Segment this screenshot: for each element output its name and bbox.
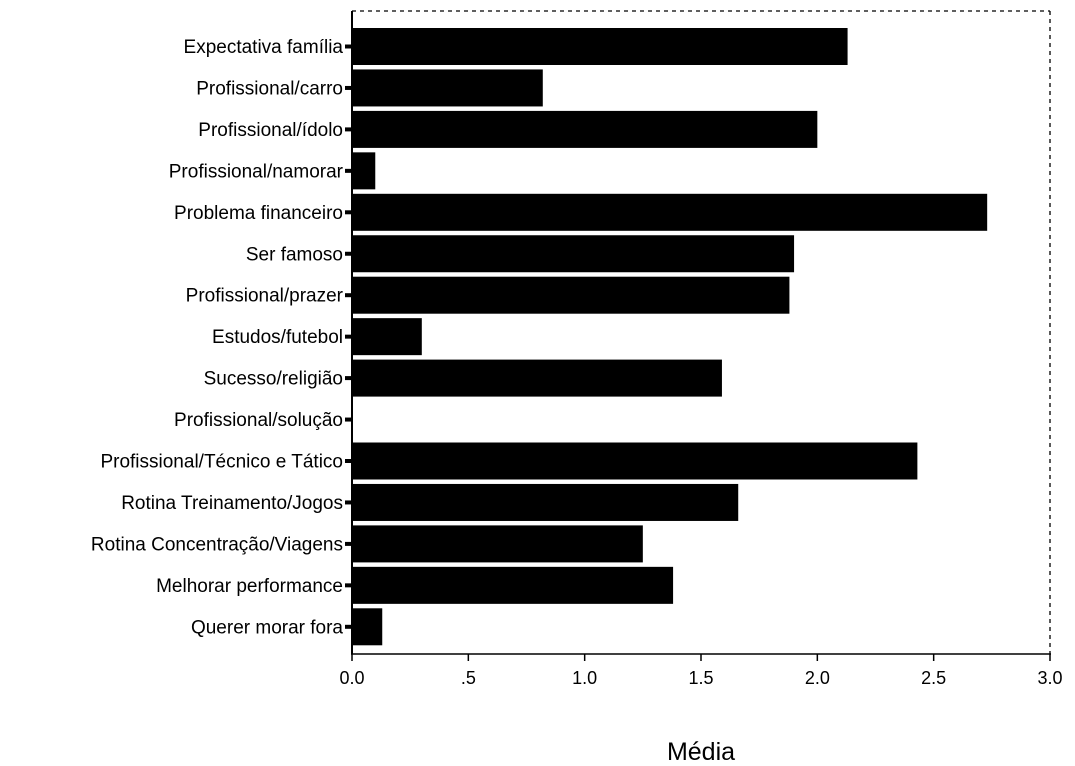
y-tick-mark: [345, 376, 352, 381]
y-tick-mark: [345, 500, 352, 505]
y-tick-mark: [345, 541, 352, 546]
y-tick-mark: [345, 210, 352, 215]
y-tick-mark: [345, 334, 352, 339]
x-axis: 0.0 .5 1.0 1.5 2.0 2.5 3.0: [339, 653, 1063, 688]
category-label: Profissional/namorar: [169, 161, 344, 182]
category-label: Melhorar performance: [156, 576, 343, 597]
y-tick-mark: [345, 293, 352, 298]
category-label: Querer morar fora: [191, 617, 343, 638]
bar: [352, 483, 739, 521]
bar: [352, 276, 790, 314]
x-tick-label: 3.0: [1037, 668, 1062, 688]
category-label: Expectativa família: [184, 37, 344, 58]
bar: [352, 152, 376, 190]
category-label: Profissional/solução: [174, 410, 343, 431]
y-tick-mark: [345, 44, 352, 49]
x-tick-label: .5: [461, 668, 476, 688]
category-label: Profissional/Técnico e Tático: [100, 452, 343, 473]
bars: [352, 28, 988, 646]
category-label: Rotina Treinamento/Jogos: [121, 493, 343, 514]
y-tick-mark: [345, 624, 352, 629]
y-tick-mark: [345, 85, 352, 90]
y-tick-mark: [345, 168, 352, 173]
x-tick-label: 1.5: [688, 668, 713, 688]
x-tick-label: 0.0: [339, 668, 364, 688]
bar: [352, 69, 543, 107]
y-tick-mark: [345, 251, 352, 256]
category-label: Profissional/ídolo: [198, 120, 343, 141]
bar: [352, 193, 988, 231]
y-tick-mark: [345, 459, 352, 463]
category-label: Problema financeiro: [174, 203, 343, 224]
bar: [352, 442, 918, 480]
bar: [352, 318, 422, 356]
category-label: Ser famoso: [246, 244, 343, 265]
bar: [352, 235, 795, 273]
x-tick-label: 2.0: [805, 668, 830, 688]
x-axis-title: Média: [667, 738, 735, 766]
y-tick-mark: [345, 127, 352, 132]
y-tick-mark: [345, 583, 352, 588]
category-label: Profissional/prazer: [186, 286, 344, 307]
y-axis: Expectativa família Profissional/carro Pro…: [91, 11, 353, 654]
category-label: Profissional/carro: [196, 78, 343, 99]
x-tick-label: 1.0: [572, 668, 597, 688]
plot-frame: [352, 10, 1051, 654]
y-tick-mark: [345, 417, 352, 422]
x-tick-label: 2.5: [921, 668, 946, 688]
bar: [352, 359, 722, 397]
category-label: Sucesso/religião: [204, 369, 343, 390]
bar: [352, 608, 383, 646]
bar: [352, 110, 818, 148]
bar: [352, 566, 674, 604]
bar: [352, 525, 643, 563]
category-label: Estudos/futebol: [212, 327, 343, 348]
bar: [352, 28, 848, 65]
category-label: Rotina Concentração/Viagens: [91, 534, 343, 555]
